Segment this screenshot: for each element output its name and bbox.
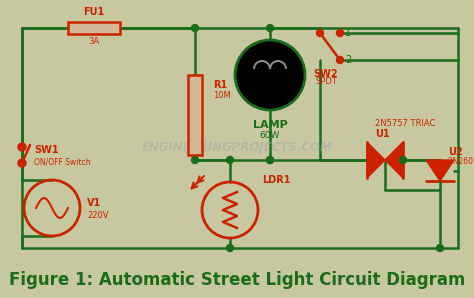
Polygon shape — [367, 142, 385, 178]
Text: 220V: 220V — [87, 212, 109, 221]
Text: R1: R1 — [213, 80, 227, 90]
Text: V1: V1 — [87, 198, 101, 208]
Circle shape — [266, 24, 273, 32]
Text: 2N2601 SCR: 2N2601 SCR — [448, 158, 474, 167]
Circle shape — [18, 159, 26, 167]
Text: SW2: SW2 — [314, 69, 338, 79]
Text: SW1: SW1 — [34, 145, 59, 155]
Bar — [68, 22, 120, 34]
Circle shape — [400, 156, 407, 164]
Text: SPDT: SPDT — [315, 77, 337, 86]
Circle shape — [227, 156, 234, 164]
Text: U1: U1 — [375, 129, 390, 139]
Text: 10M: 10M — [213, 91, 231, 100]
Polygon shape — [385, 142, 403, 178]
Text: ENGINEERINGPROJECTS.COM: ENGINEERINGPROJECTS.COM — [142, 142, 332, 154]
Text: ON/OFF Switch: ON/OFF Switch — [34, 158, 91, 167]
Text: FU1: FU1 — [83, 7, 105, 17]
Text: 2: 2 — [345, 55, 351, 65]
Text: 1: 1 — [345, 28, 351, 38]
Circle shape — [191, 156, 199, 164]
Circle shape — [266, 156, 273, 164]
Circle shape — [191, 24, 199, 32]
Circle shape — [18, 143, 26, 151]
Text: LAMP: LAMP — [253, 120, 287, 130]
Circle shape — [227, 244, 234, 252]
Circle shape — [317, 30, 323, 36]
Polygon shape — [426, 160, 454, 181]
Bar — [188, 75, 202, 155]
Text: LDR1: LDR1 — [262, 175, 291, 185]
Text: 3A: 3A — [89, 38, 100, 46]
Circle shape — [337, 57, 344, 63]
Text: 2N5757 TRIAC: 2N5757 TRIAC — [375, 119, 436, 128]
Circle shape — [266, 156, 273, 164]
Text: U2: U2 — [448, 147, 463, 157]
Text: 60W: 60W — [260, 131, 280, 139]
Circle shape — [337, 30, 344, 36]
Circle shape — [437, 244, 444, 252]
Text: Figure 1: Automatic Street Light Circuit Diagram: Figure 1: Automatic Street Light Circuit… — [9, 271, 465, 289]
Circle shape — [235, 40, 305, 110]
